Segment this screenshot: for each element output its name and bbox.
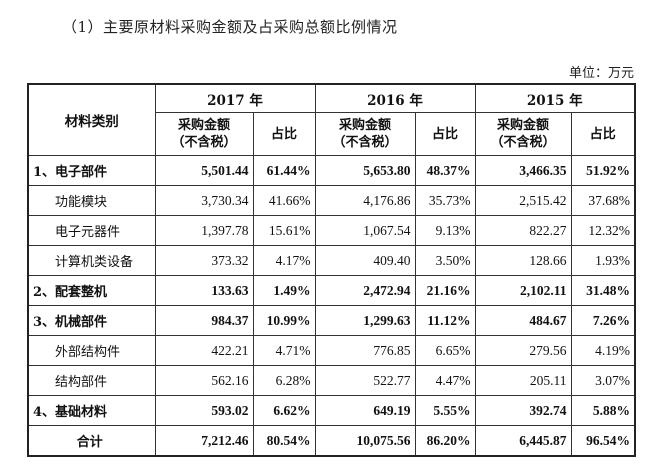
table-row: 1、电子部件 5,501.44 61.44% 5,653.80 48.37% 3,466.…: [27, 155, 636, 186]
amount-2016-cell: 776.85: [314, 335, 416, 366]
amount-2017-cell: 422.21: [154, 335, 254, 366]
table-row: 计算机类设备 373.32 4.17% 409.40 3.50% 128.66 1.93%: [27, 245, 636, 276]
amount-2015-cell: 2,515.42: [474, 185, 572, 216]
amount-2017-cell: 7,212.46: [154, 425, 254, 457]
ratio-2016-cell: 6.65%: [414, 335, 476, 366]
table-row: 3、机械部件 984.37 10.99% 1,299.63 11.12% 484.67 7.…: [27, 305, 636, 336]
amount-2016-cell: 10,075.56: [314, 425, 416, 457]
category-cell: 2、配套整机: [27, 275, 156, 306]
amount-2017-cell: 5,501.44: [154, 155, 254, 186]
category-cell: 1、电子部件: [27, 155, 156, 186]
ratio-2017-cell: 10.99%: [252, 305, 316, 336]
ratio-2015-cell: 4.19%: [570, 335, 636, 366]
ratio-2016-cell: 4.47%: [414, 365, 476, 396]
amount-2016-cell: 649.19: [314, 395, 416, 426]
ratio-2017-cell: 6.28%: [252, 365, 316, 396]
total-row: 合计 7,212.46 80.54% 10,075.56 86.20% 6,445.87 9…: [27, 425, 636, 457]
ratio-2017-cell: 61.44%: [252, 155, 316, 186]
table-row: 4、基础材料 593.02 6.62% 649.19 5.55% 392.74 5.88%: [27, 395, 636, 426]
ratio-2015-cell: 7.26%: [570, 305, 636, 336]
amount-2015-cell: 279.56: [474, 335, 572, 366]
sub-header-row: 采购金额 （不含税） 占比 采购金额 （不含税） 占比 采购金额 （不含税） 占比: [28, 112, 636, 156]
ratio-2017-cell: 4.17%: [252, 245, 316, 276]
category-cell: 外部结构件: [27, 335, 156, 366]
ratio-2015-cell: 1.93%: [570, 245, 636, 276]
amount-2016-cell: 522.77: [314, 365, 416, 396]
amount-2017-cell: 133.63: [154, 275, 254, 306]
table-row: 2、配套整机 133.63 1.49% 2,472.94 21.16% 2,102.11 3…: [27, 275, 636, 306]
category-cell: 功能模块: [27, 185, 156, 216]
ratio-2017-cell: 4.71%: [252, 335, 316, 366]
ratio-2017-cell: 80.54%: [252, 425, 316, 457]
ratio-2015-cell: 51.92%: [570, 155, 636, 186]
category-cell: 结构部件: [27, 365, 156, 396]
category-cell: 4、基础材料: [27, 395, 156, 426]
ratio-2016-cell: 21.16%: [414, 275, 476, 306]
ratio-2017-cell: 15.61%: [252, 215, 316, 246]
amount-2016-cell: 5,653.80: [314, 155, 416, 186]
amount-2016-cell: 1,067.54: [314, 215, 416, 246]
ratio-2015-cell: 5.88%: [570, 395, 636, 426]
ratio-header: 占比: [414, 112, 476, 156]
ratio-2015-cell: 12.32%: [570, 215, 636, 246]
amount-2016-cell: 409.40: [314, 245, 416, 276]
ratio-2015-cell: 31.48%: [570, 275, 636, 306]
amount-2016-cell: 1,299.63: [314, 305, 416, 336]
ratio-header: 占比: [252, 112, 316, 156]
amount-2015-cell: 205.11: [474, 365, 572, 396]
year-header-2015: 2015 年: [474, 83, 636, 113]
amount-2016-cell: 4,176.86: [314, 185, 416, 216]
amount-2017-cell: 373.32: [154, 245, 254, 276]
table-body: 1、电子部件 5,501.44 61.44% 5,653.80 48.37% 3,466.…: [27, 155, 636, 457]
amount-2015-cell: 128.66: [474, 245, 572, 276]
unit-label: 单位：万元: [568, 66, 634, 81]
amount-header: 采购金额 （不含税）: [474, 112, 572, 156]
amount-2015-cell: 6,445.87: [474, 425, 572, 457]
ratio-header: 占比: [570, 112, 636, 156]
amount-header: 采购金额 （不含税）: [314, 112, 416, 156]
amount-2015-cell: 484.67: [474, 305, 572, 336]
category-header: 材料类别: [27, 83, 156, 156]
year-header-2017: 2017 年: [154, 83, 316, 113]
year-header-row: 材料类别 2017 年 2016 年 2015 年: [27, 83, 636, 156]
table-row: 电子元器件 1,397.78 15.61% 1,067.54 9.13% 822.27 12…: [27, 215, 636, 246]
table-caption: （1）主要原材料采购金额及占采购总额比例情况: [62, 18, 398, 36]
year-header-2016: 2016 年: [314, 83, 476, 113]
amount-header: 采购金额 （不含税）: [154, 112, 254, 156]
category-cell: 3、机械部件: [27, 305, 156, 336]
ratio-2016-cell: 48.37%: [414, 155, 476, 186]
purchase-table: 材料类别 2017 年 2016 年 2015 年 采购金额 （不含税） 占比 采…: [27, 83, 636, 457]
amount-2017-cell: 3,730.34: [154, 185, 254, 216]
ratio-2015-cell: 96.54%: [570, 425, 636, 457]
category-cell: 计算机类设备: [27, 245, 156, 276]
ratio-2016-cell: 35.73%: [414, 185, 476, 216]
ratio-2017-cell: 1.49%: [252, 275, 316, 306]
ratio-2017-cell: 41.66%: [252, 185, 316, 216]
amount-2017-cell: 1,397.78: [154, 215, 254, 246]
ratio-2016-cell: 3.50%: [414, 245, 476, 276]
table-row: 结构部件 562.16 6.28% 522.77 4.47% 205.11 3.07%: [27, 365, 636, 396]
amount-2015-cell: 2,102.11: [474, 275, 572, 306]
amount-2016-cell: 2,472.94: [314, 275, 416, 306]
table-row: 功能模块 3,730.34 41.66% 4,176.86 35.73% 2,515.42…: [27, 185, 636, 216]
ratio-2015-cell: 3.07%: [570, 365, 636, 396]
amount-2017-cell: 593.02: [154, 395, 254, 426]
amount-2015-cell: 822.27: [474, 215, 572, 246]
amount-2017-cell: 984.37: [154, 305, 254, 336]
table-row: 外部结构件 422.21 4.71% 776.85 6.65% 279.56 4.19%: [27, 335, 636, 366]
ratio-2017-cell: 6.62%: [252, 395, 316, 426]
ratio-2015-cell: 37.68%: [570, 185, 636, 216]
amount-2015-cell: 3,466.35: [474, 155, 572, 186]
category-cell: 电子元器件: [27, 215, 156, 246]
ratio-2016-cell: 5.55%: [414, 395, 476, 426]
ratio-2016-cell: 86.20%: [414, 425, 476, 457]
ratio-2016-cell: 11.12%: [414, 305, 476, 336]
amount-2017-cell: 562.16: [154, 365, 254, 396]
ratio-2016-cell: 9.13%: [414, 215, 476, 246]
amount-2015-cell: 392.74: [474, 395, 572, 426]
category-cell: 合计: [27, 425, 156, 457]
